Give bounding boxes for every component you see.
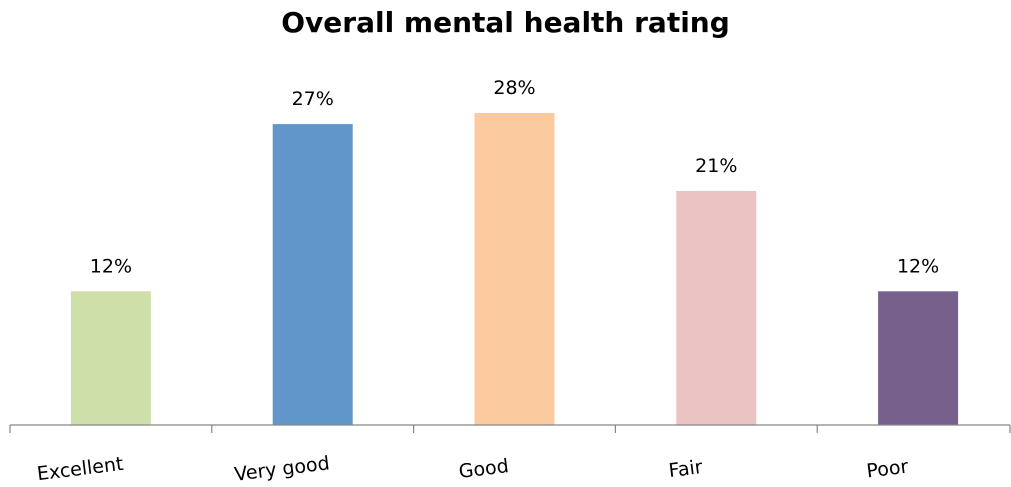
bar-poor: [878, 291, 959, 425]
data-label-poor: 12%: [897, 255, 939, 277]
category-label-good: Good: [458, 455, 510, 483]
category-labels-layer: Excellent Very good Good Fair Poor: [36, 452, 910, 485]
category-label-poor: Poor: [865, 456, 909, 483]
x-axis: [9, 424, 1011, 433]
data-label-fair: 21%: [695, 155, 737, 177]
category-label-very-good: Very good: [233, 452, 331, 485]
data-label-good: 28%: [493, 77, 535, 99]
data-label-very-good: 27%: [292, 88, 334, 110]
category-label-excellent: Excellent: [36, 453, 125, 485]
bar-excellent: [70, 291, 151, 425]
data-labels-layer: 12% 27% 28% 21% 12%: [90, 77, 939, 277]
chart-title: Overall mental health rating: [281, 6, 730, 39]
bars-layer: [70, 113, 959, 425]
category-label-fair: Fair: [667, 456, 704, 482]
bar-good: [474, 113, 555, 425]
data-label-excellent: 12%: [90, 255, 132, 277]
bar-fair: [676, 191, 757, 425]
bar-very-good: [272, 124, 353, 425]
